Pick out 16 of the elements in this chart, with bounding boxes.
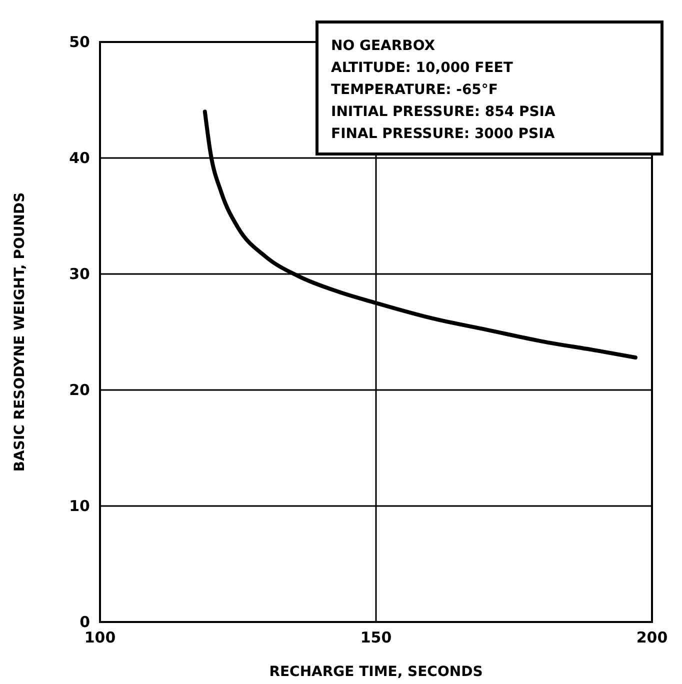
x-tick-label: 100 <box>84 628 116 647</box>
x-tick-label: 200 <box>636 628 668 647</box>
y-tick-label: 10 <box>69 496 90 515</box>
annotation: TEMPERATURE: -65°F <box>331 82 498 98</box>
y-tick-label: 0 <box>80 612 90 631</box>
y-tick-label: 40 <box>69 148 90 167</box>
annotation: INITIAL PRESSURE: 854 PSIA <box>331 104 556 120</box>
x-tick-label: 150 <box>360 628 392 647</box>
y-tick-label: 30 <box>69 264 90 283</box>
y-tick-label: 50 <box>69 32 90 51</box>
x-axis-title: RECHARGE TIME, SECONDS <box>269 664 483 680</box>
annotation: ALTITUDE: 10,000 FEET <box>331 60 514 76</box>
annotation: NO GEARBOX <box>331 38 436 54</box>
y-tick-label: 20 <box>69 380 90 399</box>
y-axis-title: BASIC RESODYNE WEIGHT, POUNDS <box>12 192 28 472</box>
annotation: FINAL PRESSURE: 3000 PSIA <box>331 126 555 142</box>
